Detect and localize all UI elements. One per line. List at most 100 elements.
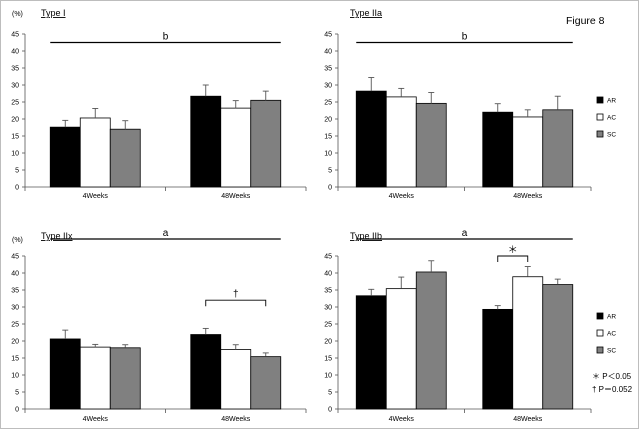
significance-marker: ＊: [508, 245, 518, 256]
bar-ar: [482, 111, 514, 188]
legend-label-ar: AR: [607, 98, 616, 105]
y-tick-label: 45: [11, 254, 19, 261]
y-tick-label: 10: [324, 373, 332, 380]
y-tick-label: 35: [11, 66, 19, 73]
legend-top: AR AC SC: [596, 96, 616, 139]
x-tick-label: 48Weeks: [513, 193, 543, 200]
bar-ar: [355, 90, 387, 188]
legend-swatch-ac: [596, 329, 604, 337]
y-tick-label: 20: [324, 117, 332, 124]
legend-label-ac: AC: [607, 115, 616, 122]
legend-label-ac: AC: [607, 331, 616, 338]
panel-title: Type IIx: [41, 231, 73, 241]
figure-label: Figure 8: [566, 15, 605, 27]
legend-swatch-ar: [596, 312, 604, 320]
bar-ar: [190, 334, 222, 410]
x-tick-label: 48Weeks: [221, 416, 251, 423]
y-tick-label: 40: [11, 271, 19, 278]
panel-title: Type IIa: [350, 8, 382, 18]
panel-type-iia: Type IIa 0 5 10 15 20 25 30 35 40 45 4Weeks 48Weeks b: [324, 8, 592, 200]
legend-swatch-sc: [596, 130, 604, 138]
group-effect-label: b: [163, 32, 169, 43]
panel-type-iix: Type IIx (%) 0 5 10 15 20 25 30 35 40 45 4Weeks 48Wee…: [11, 228, 307, 423]
y-tick-label: 35: [11, 288, 19, 295]
y-tick-label: 20: [11, 339, 19, 346]
y-tick-label: 5: [15, 390, 19, 397]
y-tick-label: 30: [324, 83, 332, 90]
y-tick-label: 30: [11, 305, 19, 312]
bar-ac: [220, 349, 252, 410]
legend-label-ar: AR: [607, 314, 616, 321]
y-tick-label: 45: [324, 254, 332, 261]
legend-bottom: AR AC SC: [596, 312, 616, 355]
y-tick-label: 5: [15, 168, 19, 175]
y-tick-label: 45: [324, 32, 332, 39]
y-tick-label: 5: [328, 168, 332, 175]
bar-ar: [49, 126, 81, 188]
bar-ac: [512, 276, 544, 410]
y-tick-label: 35: [324, 66, 332, 73]
legend-swatch-ar: [596, 96, 604, 104]
panel-type-i: Type I (%) 0 5 10 15 20 25 30 35 40 45 4Weeks 48Weeks…: [11, 8, 307, 200]
y-tick-label: 25: [324, 100, 332, 107]
y-tick-label: 10: [11, 151, 19, 158]
x-tick-label: 48Weeks: [513, 416, 543, 423]
y-tick-label: 15: [11, 134, 19, 141]
y-tick-label: 15: [324, 134, 332, 141]
x-tick-label: 48Weeks: [221, 193, 251, 200]
bar-ac: [79, 117, 111, 188]
bar-sc: [415, 102, 447, 188]
x-tick-label: 4Weeks: [83, 416, 109, 423]
y-unit-label: (%): [12, 11, 23, 18]
y-tick-label: 15: [11, 356, 19, 363]
bar-ac: [79, 346, 111, 410]
bar-ar: [49, 338, 81, 410]
panel-title: Type I: [41, 8, 66, 18]
panel-title: Type IIb: [350, 231, 382, 241]
y-tick-label: 20: [11, 117, 19, 124]
significance-bracket: [497, 255, 529, 262]
y-tick-label: 10: [11, 373, 19, 380]
panel-type-iib: Type IIb 0 5 10 15 20 25 30 35 40 45 4Weeks 48Weeks a…: [324, 228, 592, 423]
bar-ar: [355, 295, 387, 410]
bar-sc: [542, 284, 574, 410]
y-tick-label: 20: [324, 339, 332, 346]
x-tick-label: 4Weeks: [389, 193, 415, 200]
y-tick-label: 40: [11, 49, 19, 56]
bar-sc: [250, 356, 282, 410]
bar-ac: [512, 116, 544, 188]
y-tick-label: 10: [324, 151, 332, 158]
x-tick-label: 4Weeks: [83, 193, 109, 200]
y-tick-label: 5: [328, 390, 332, 397]
bar-sc: [250, 99, 282, 188]
group-effect-label: b: [462, 32, 468, 43]
group-effect-label: a: [163, 228, 169, 239]
y-tick-label: 25: [11, 322, 19, 329]
legend-label-sc: SC: [607, 348, 616, 355]
group-effect-label: a: [462, 228, 468, 239]
legend-swatch-ac: [596, 113, 604, 121]
significance-bracket: [205, 299, 267, 307]
bar-sc: [415, 271, 447, 410]
bar-ac: [385, 96, 417, 188]
y-tick-label: 35: [324, 288, 332, 295]
y-tick-label: 30: [324, 305, 332, 312]
y-tick-label: 25: [11, 100, 19, 107]
y-tick-label: 0: [328, 407, 332, 414]
bar-sc: [542, 109, 574, 188]
y-tick-label: 0: [15, 407, 19, 414]
y-unit-label: (%): [12, 237, 23, 244]
x-tick-label: 4Weeks: [389, 416, 415, 423]
y-tick-label: 0: [15, 185, 19, 192]
bar-sc: [109, 128, 141, 188]
y-tick-label: 30: [11, 83, 19, 90]
legend-swatch-sc: [596, 346, 604, 354]
bar-ar: [190, 95, 222, 188]
bar-ar: [482, 308, 514, 410]
bar-ac: [220, 107, 252, 188]
significance-marker: †: [233, 289, 239, 300]
bar-ac: [385, 288, 417, 410]
legend-label-sc: SC: [607, 132, 616, 139]
